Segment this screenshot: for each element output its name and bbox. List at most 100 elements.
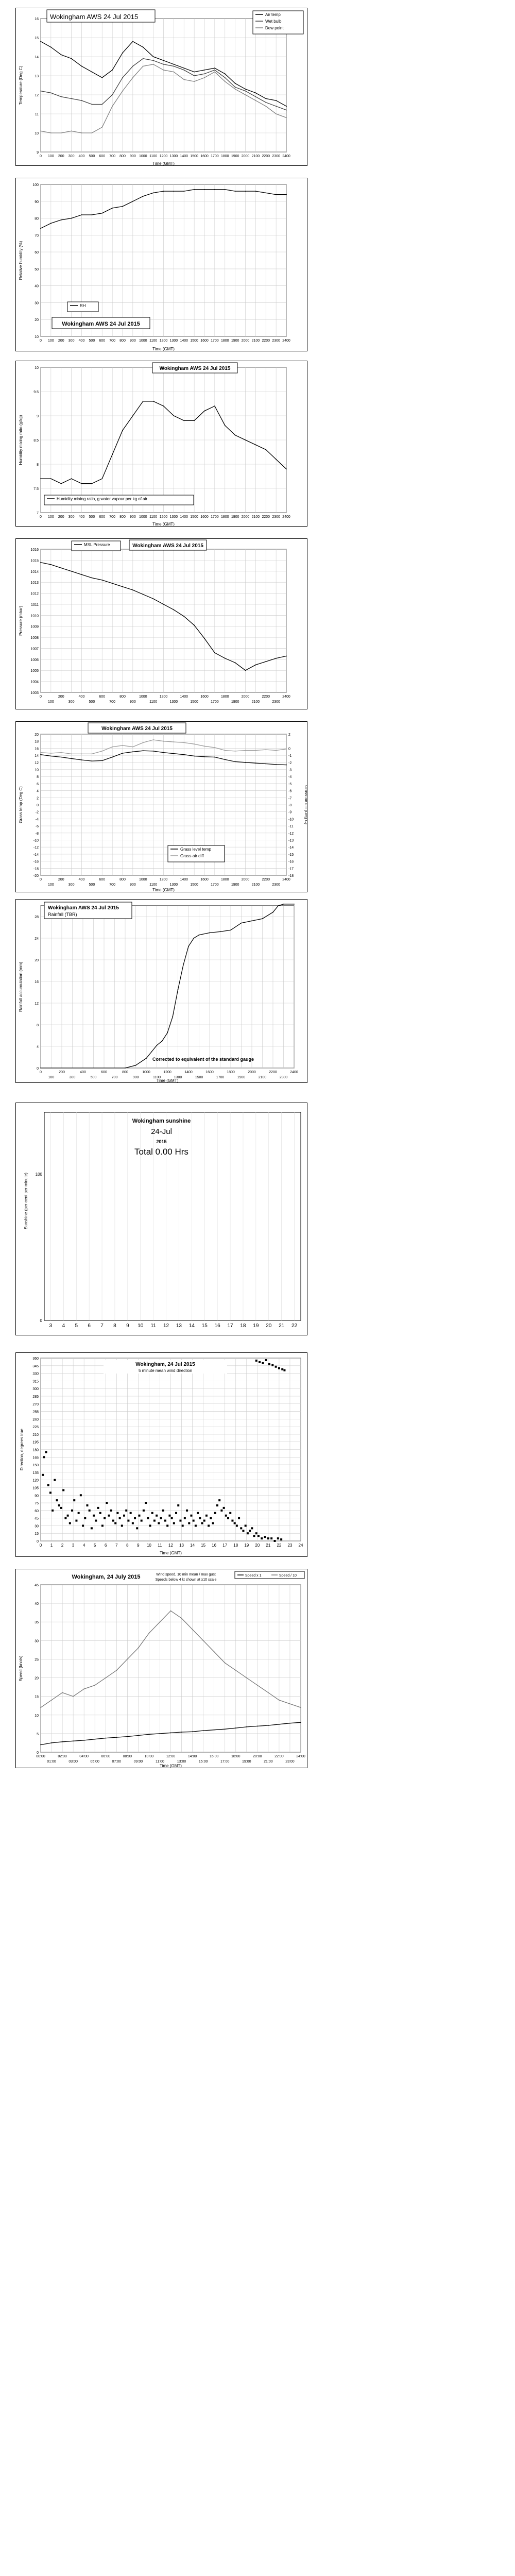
x-tick-label: 400 <box>79 155 85 158</box>
y-tick-label: 13 <box>35 75 39 78</box>
y-tick-label: 60 <box>35 251 39 255</box>
y-tick-label: 180 <box>32 1449 39 1452</box>
y-tick-label: 1004 <box>30 681 39 684</box>
data-point <box>122 753 123 754</box>
data-point <box>235 1670 236 1671</box>
data-point <box>286 117 287 118</box>
x-tick-label: 10 <box>147 1543 151 1548</box>
direction-point <box>97 1506 99 1509</box>
y-tick-label: 9.5 <box>33 391 39 394</box>
direction-point <box>142 1509 145 1512</box>
data-point <box>173 753 175 754</box>
direction-point <box>42 1473 44 1476</box>
direction-point <box>233 1522 236 1524</box>
x-tick-label: 5 <box>75 1323 78 1329</box>
direction-point <box>186 1509 188 1512</box>
x-tick-label: 22 <box>277 1543 281 1548</box>
data-point <box>71 753 72 755</box>
x-tick-label: 400 <box>80 1071 86 1074</box>
data-point <box>194 755 195 757</box>
data-point <box>148 1632 150 1634</box>
data-point <box>255 100 256 101</box>
direction-point <box>66 1514 69 1517</box>
direction-point <box>116 1512 119 1514</box>
x-tick-label: 1100 <box>149 883 157 887</box>
y-tick-label: 20 <box>35 733 39 737</box>
legend-label: Grass-air diff <box>180 854 204 858</box>
direction-point <box>166 1524 169 1527</box>
x-tick-label: 2400 <box>282 339 290 343</box>
y-tick-label: 195 <box>32 1441 39 1445</box>
x-tick-label: 1700 <box>211 339 219 343</box>
y-tick-label: 1009 <box>30 625 39 629</box>
y-axis-label: Relative humidity (%) <box>19 241 23 280</box>
y-tick-label: 1013 <box>30 581 39 585</box>
x-tick-label: 200 <box>59 1071 65 1074</box>
x-tick-label: 1300 <box>170 339 178 343</box>
data-point <box>214 71 215 73</box>
x-tick-label: 1100 <box>149 339 157 343</box>
data-point <box>50 46 52 48</box>
data-point <box>116 1737 117 1738</box>
data-point <box>132 200 133 202</box>
y2-tick-label: -5 <box>288 783 291 786</box>
direction-point <box>106 1502 108 1504</box>
pressure-chart-panel: 0 100 200 300 400 500 600 700 800 900 1000 1100 1200… <box>15 538 307 709</box>
data-point <box>142 58 144 59</box>
x-tick-label: 24 <box>299 1543 303 1548</box>
chart-svg: 0 1 2 3 4 5 6 7 8 9 10 11 12 13 14 15 16 17 18 19 20 21 22 23 24… <box>20 1357 303 1555</box>
data-point <box>279 1723 280 1725</box>
data-point <box>214 747 215 748</box>
direction-point <box>95 1519 97 1522</box>
data-point <box>112 94 113 95</box>
x-tick-label: 2200 <box>262 515 270 519</box>
x-axis-label: Time (GMT) <box>160 1551 182 1555</box>
data-point <box>262 918 263 920</box>
y2-tick-label: -1 <box>288 754 291 758</box>
data-point <box>278 905 279 906</box>
data-point <box>135 1064 136 1066</box>
x-tick-label: 2100 <box>259 1076 267 1079</box>
x-tick-label: 1200 <box>160 339 168 343</box>
x-tick-label: 1100 <box>153 1076 161 1079</box>
direction-point <box>220 1509 223 1512</box>
title-box <box>104 1360 227 1374</box>
data-point <box>276 459 277 460</box>
data-point <box>256 1725 258 1727</box>
x-tick-label: 700 <box>109 515 115 519</box>
y-tick-label: 40 <box>35 285 39 289</box>
data-point <box>122 586 123 587</box>
x-tick-label: 0 <box>40 515 42 519</box>
data-point <box>241 922 242 924</box>
x-tick-label: 1300 <box>170 155 178 158</box>
direction-point <box>270 1537 273 1540</box>
x-tick-label: 200 <box>58 695 64 699</box>
x-tick-label: 02:00 <box>58 1755 67 1758</box>
y-tick-label: 315 <box>32 1380 39 1383</box>
data-point <box>265 106 267 107</box>
y-tick-label: 70 <box>35 234 39 238</box>
chart-subtitle: Wind speed, 10 min mean / max gust <box>156 1573 216 1577</box>
data-point <box>71 570 72 572</box>
x-tick-label: 600 <box>99 339 105 343</box>
y2-tick-label: -13 <box>288 839 294 843</box>
y-tick-label: 300 <box>32 1387 39 1391</box>
x-tick-label: 400 <box>79 515 85 519</box>
x-tick-label: 8 <box>126 1543 129 1548</box>
legend-label: RH <box>80 303 86 308</box>
y-tick-label: 12 <box>35 1002 39 1006</box>
data-point <box>122 52 123 54</box>
x-tick-label: 1600 <box>200 878 209 882</box>
x-tick-label: 1400 <box>184 1071 193 1074</box>
direction-point <box>242 1530 245 1532</box>
direction-point <box>149 1524 151 1527</box>
data-point <box>194 420 195 421</box>
direction-point <box>104 1517 106 1519</box>
x-tick-label: 1700 <box>211 700 219 704</box>
data-point <box>286 748 287 750</box>
data-point <box>146 1058 147 1059</box>
direction-point <box>274 1365 277 1368</box>
data-point <box>91 132 93 133</box>
data-point <box>101 760 103 761</box>
chart-subtitle: 5 minute mean wind direction <box>139 1368 192 1373</box>
